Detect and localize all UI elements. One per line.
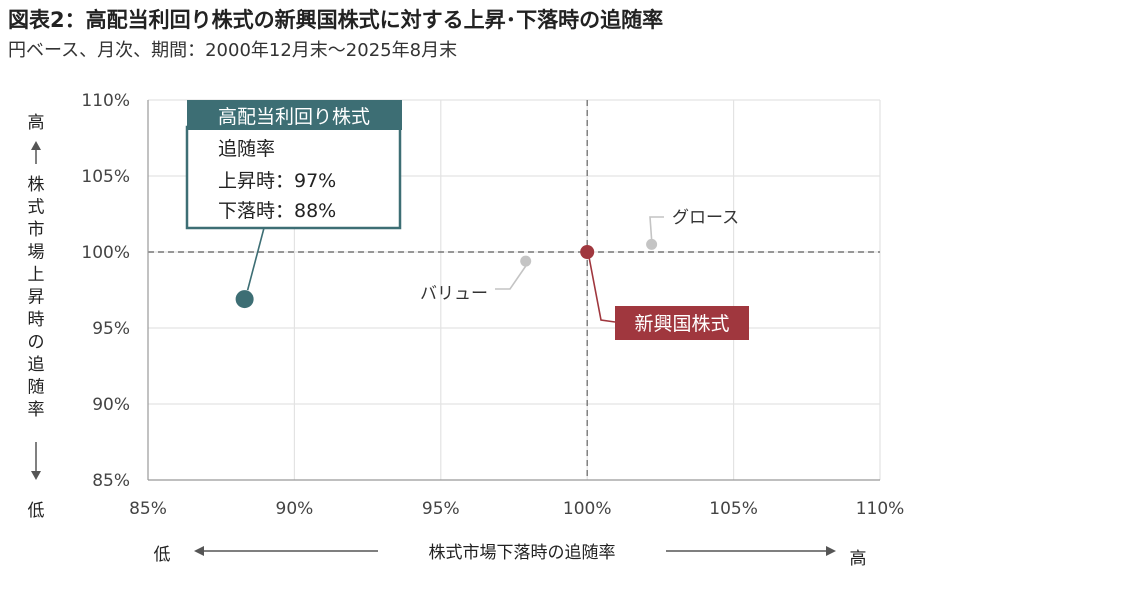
x-axis-high-label: 高 bbox=[850, 549, 867, 569]
x-axis-label: 株式市場下落時の追随率 bbox=[429, 543, 616, 563]
grid-lines bbox=[148, 99, 881, 480]
y-tick-label: 85% bbox=[92, 471, 130, 491]
value-point bbox=[520, 255, 532, 267]
emerging-label: 新興国株式 bbox=[634, 313, 729, 335]
y-tick-label: 90% bbox=[92, 395, 130, 415]
value-leader-line bbox=[495, 265, 527, 290]
emerging-leader-line bbox=[588, 257, 616, 323]
tick-labels: 110% 105% 100% 95% 90% 85% 85% 90% 95% 100% 105% 11… bbox=[81, 91, 904, 519]
y-tick-label: 100% bbox=[81, 243, 130, 263]
callout-box bbox=[185, 125, 402, 230]
callout-line1: 追随率 bbox=[218, 138, 275, 160]
growth-point bbox=[646, 238, 658, 250]
growth-label: グロース bbox=[672, 208, 739, 228]
chart-title: 図表2：高配当利回り株式の新興国株式に対する上昇･下落時の追随率 bbox=[8, 8, 664, 32]
reference-lines bbox=[148, 100, 880, 480]
emerging-label-box bbox=[615, 306, 749, 340]
y-tick-label: 105% bbox=[81, 167, 130, 187]
x-axis-low-label: 低 bbox=[154, 545, 171, 565]
callout-header: 高配当利回り株式 bbox=[218, 106, 370, 128]
value-label: バリュー bbox=[420, 284, 488, 304]
x-tick-label: 90% bbox=[276, 499, 314, 519]
x-tick-label: 85% bbox=[129, 499, 167, 519]
emerging-point bbox=[580, 245, 595, 259]
x-axis-left-arrow-icon bbox=[194, 546, 204, 556]
high-dividend-point bbox=[235, 290, 254, 309]
x-tick-label: 100% bbox=[563, 499, 612, 519]
y-tick-label: 95% bbox=[92, 319, 130, 339]
growth-leader-line bbox=[649, 216, 664, 240]
x-axis-right-arrow-icon bbox=[826, 546, 836, 556]
x-tick-label: 105% bbox=[709, 499, 758, 519]
y-tick-label: 110% bbox=[81, 91, 130, 111]
chart-subtitle: 円ベース、月次、期間：2000年12月末～2025年8月末 bbox=[8, 40, 458, 61]
y-axis-label: 株式市場上昇時の追随率 bbox=[28, 175, 45, 420]
high-dividend-leader-line bbox=[246, 227, 265, 291]
x-tick-label: 95% bbox=[422, 499, 460, 519]
x-tick-label: 110% bbox=[856, 499, 905, 519]
callout-line2: 上昇時：97% bbox=[218, 170, 336, 192]
callout-line3: 下落時：88% bbox=[218, 200, 336, 222]
y-axis-high-label: 高 bbox=[28, 113, 45, 133]
callout-header-box bbox=[187, 100, 402, 130]
y-axis-down-arrow-icon bbox=[31, 471, 41, 480]
y-axis-up-arrow-icon bbox=[31, 141, 41, 150]
y-axis-low-label: 低 bbox=[28, 501, 45, 521]
